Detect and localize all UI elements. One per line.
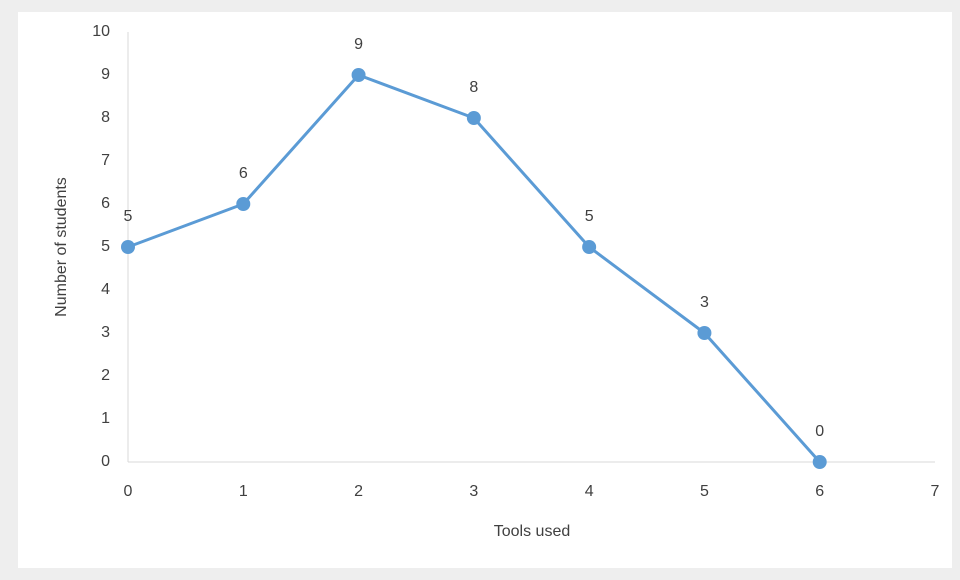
y-axis-title: Number of students <box>53 177 70 317</box>
y-tick-label: 5 <box>101 238 110 255</box>
y-tick-label: 0 <box>101 453 110 470</box>
y-tick-label: 8 <box>101 109 110 126</box>
data-point <box>236 197 251 211</box>
data-point <box>466 111 481 125</box>
y-tick-label: 4 <box>101 281 110 298</box>
data-label: 0 <box>815 423 824 440</box>
x-tick-label: 6 <box>815 483 824 500</box>
data-point <box>812 455 827 469</box>
x-tick-label: 0 <box>124 483 133 500</box>
y-tick-label: 10 <box>92 23 110 40</box>
y-tick-label: 9 <box>101 66 110 83</box>
x-tick-label: 4 <box>585 483 594 500</box>
chart-area <box>18 12 952 568</box>
data-label: 9 <box>354 36 363 53</box>
y-tick-label: 7 <box>101 152 110 169</box>
x-tick-label: 1 <box>239 483 248 500</box>
data-point <box>697 326 712 340</box>
data-label: 6 <box>239 165 248 182</box>
data-point <box>582 240 597 254</box>
y-tick-label: 1 <box>101 410 110 427</box>
data-point <box>351 68 366 82</box>
y-tick-label: 6 <box>101 195 110 212</box>
data-label: 8 <box>469 79 478 96</box>
x-axis-title: Tools used <box>494 523 571 540</box>
x-tick-label: 3 <box>469 483 478 500</box>
data-label: 3 <box>700 294 709 311</box>
y-tick-label: 2 <box>101 367 110 384</box>
x-tick-label: 7 <box>931 483 940 500</box>
y-tick-label: 3 <box>101 324 110 341</box>
data-label: 5 <box>124 208 133 225</box>
data-point <box>121 240 135 254</box>
data-label: 5 <box>585 208 594 225</box>
x-tick-label: 5 <box>700 483 709 500</box>
x-tick-label: 2 <box>354 483 363 500</box>
